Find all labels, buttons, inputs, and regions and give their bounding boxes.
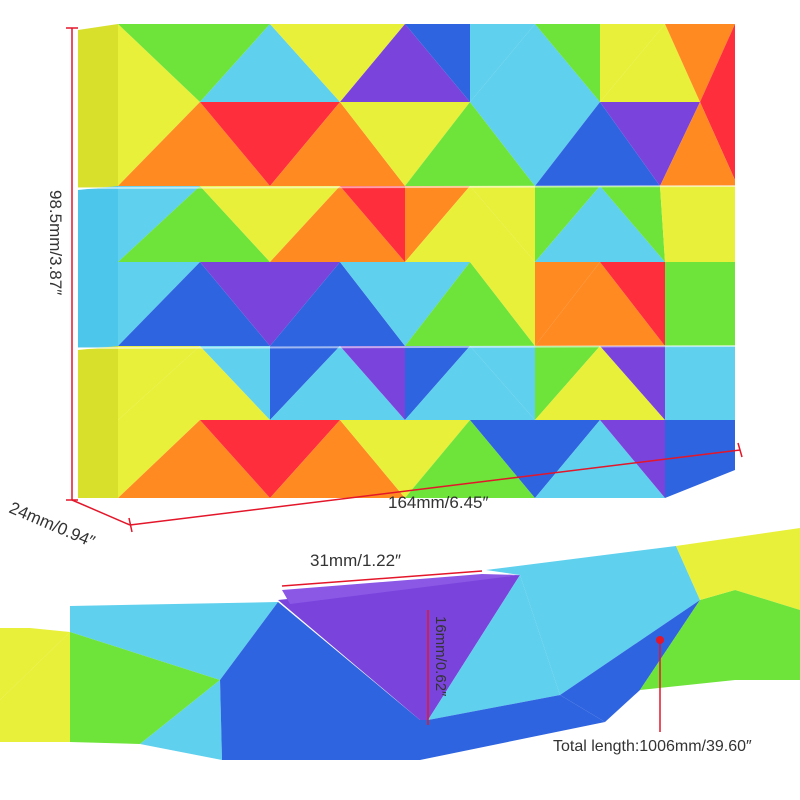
tri xyxy=(270,102,405,186)
tri xyxy=(535,262,665,346)
depth-label: 24mm/0.94″ xyxy=(6,498,97,551)
block-side-face-bottom xyxy=(78,346,118,498)
tri xyxy=(270,262,405,346)
width-line xyxy=(129,449,741,526)
tri xyxy=(340,346,405,420)
tri xyxy=(560,600,700,722)
height-label: 98.5mm/3.87″ xyxy=(46,190,65,295)
tri xyxy=(270,24,340,102)
tri xyxy=(200,262,270,346)
seam xyxy=(77,345,736,349)
tri xyxy=(676,528,800,610)
tri xyxy=(200,186,270,262)
tri xyxy=(665,262,735,346)
tri xyxy=(118,420,270,498)
tri xyxy=(665,420,735,498)
depth-dimension: 24mm/0.94″ xyxy=(6,498,131,551)
tri xyxy=(270,420,405,498)
width-label: 164mm/6.45″ xyxy=(388,493,489,512)
tri xyxy=(665,346,735,420)
tri xyxy=(140,680,222,760)
tri xyxy=(420,695,605,760)
tri xyxy=(640,590,735,690)
tri xyxy=(220,602,420,760)
total-length-label: Total length:1006mm/39.60″ xyxy=(553,738,752,755)
tri xyxy=(70,602,278,680)
width-tick-left xyxy=(128,517,133,533)
tri xyxy=(600,102,700,186)
segment-height-dimension: 16mm/0.62″ xyxy=(427,610,449,725)
tri xyxy=(278,575,520,720)
tri xyxy=(735,590,800,680)
tri xyxy=(600,186,665,262)
tri xyxy=(340,420,405,498)
tri xyxy=(118,102,270,186)
tri xyxy=(470,262,535,346)
tri xyxy=(486,546,700,695)
tri xyxy=(470,346,535,420)
tri xyxy=(270,186,405,262)
tri xyxy=(405,346,535,420)
straight-puzzle-segment xyxy=(0,528,800,760)
tri xyxy=(470,102,600,186)
tri xyxy=(405,186,535,262)
tri xyxy=(340,102,470,186)
tri xyxy=(665,24,735,102)
segment-height-label: 16mm/0.62″ xyxy=(432,616,449,697)
tri xyxy=(70,632,220,744)
tri xyxy=(535,24,600,102)
tri xyxy=(428,575,560,720)
block-side-face-middle xyxy=(78,186,118,348)
tri xyxy=(0,632,70,742)
folded-puzzle-block xyxy=(77,24,736,498)
segment-width-label: 31mm/1.22″ xyxy=(310,551,401,570)
tri xyxy=(200,420,270,498)
height-dimension: 98.5mm/3.87″ xyxy=(46,27,78,501)
tri xyxy=(470,186,535,262)
tri xyxy=(340,262,405,346)
tri xyxy=(340,24,470,102)
width-tick-right xyxy=(737,442,743,458)
tri xyxy=(600,420,665,498)
tri xyxy=(535,346,665,420)
tri xyxy=(200,102,340,186)
tri xyxy=(470,420,535,498)
tri xyxy=(700,24,735,180)
tri xyxy=(470,24,600,102)
tri xyxy=(660,186,735,262)
tri xyxy=(118,186,270,262)
tri xyxy=(535,420,665,498)
segment-width-line xyxy=(281,570,483,587)
tri xyxy=(200,346,270,420)
width-dimension: 164mm/6.45″ xyxy=(128,442,743,533)
tri xyxy=(200,24,340,102)
tri xyxy=(118,262,270,346)
tri xyxy=(405,24,470,102)
tri xyxy=(0,628,70,700)
tri xyxy=(282,574,520,604)
tri xyxy=(118,24,200,102)
tri xyxy=(600,24,700,102)
segment-width-dimension: 31mm/1.22″ xyxy=(281,551,483,587)
tri xyxy=(340,186,405,262)
tri xyxy=(405,102,535,186)
seam xyxy=(77,185,736,189)
tri xyxy=(118,346,270,420)
total-length-callout: Total length:1006mm/39.60″ xyxy=(553,636,752,755)
depth-line xyxy=(71,499,131,526)
block-side-face-top xyxy=(78,24,118,188)
tri xyxy=(405,262,535,346)
tri xyxy=(600,346,665,420)
tri xyxy=(535,186,665,262)
tri xyxy=(535,102,660,186)
tri xyxy=(270,346,405,420)
tri xyxy=(600,262,665,346)
tri xyxy=(660,102,735,186)
